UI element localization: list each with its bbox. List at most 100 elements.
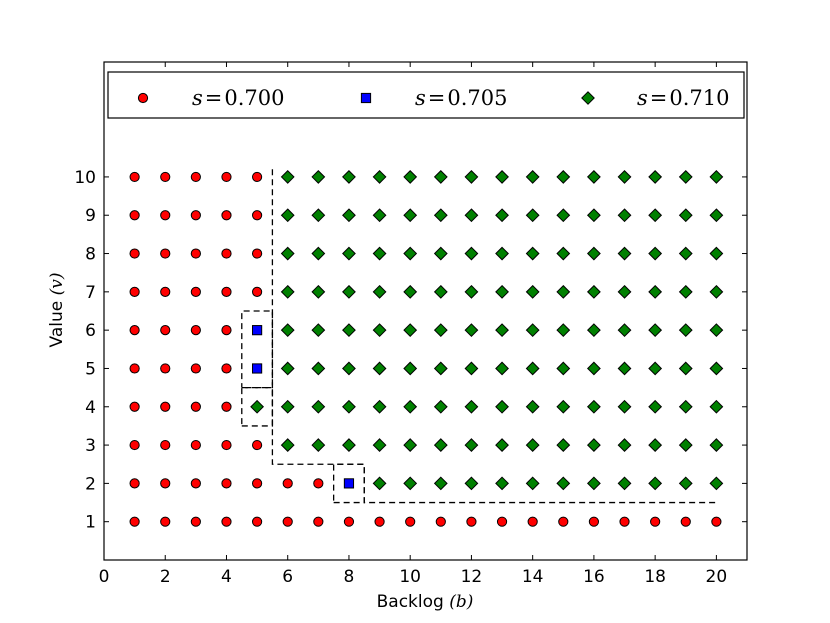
data-point-circle: [190, 401, 201, 412]
data-point-diamond: [495, 246, 509, 261]
data-point-diamond: [709, 399, 724, 414]
data-point-circle: [190, 363, 201, 374]
data-point-diamond: [525, 438, 540, 452]
data-point-diamond: [311, 399, 326, 414]
data-point-circle: [129, 516, 140, 527]
data-point-diamond: [495, 438, 509, 452]
data-point-circle: [129, 248, 140, 259]
data-point-diamond: [525, 399, 540, 414]
data-point-diamond: [617, 246, 632, 261]
data-point-diamond: [648, 476, 663, 491]
decision-boundaries: [241, 169, 717, 504]
data-point-diamond: [495, 323, 509, 338]
data-point-circle: [190, 325, 201, 336]
data-point-circle: [129, 210, 140, 221]
data-point-circle: [160, 478, 171, 489]
x-tick-label: 4: [221, 567, 232, 587]
data-point-circle: [160, 210, 171, 221]
y-tick-label: 5: [85, 359, 96, 379]
y-tick-label: 10: [74, 168, 96, 188]
y-tick-label: 4: [85, 398, 96, 418]
data-point-diamond: [342, 246, 356, 261]
data-point-diamond: [464, 170, 479, 184]
data-point-circle: [129, 363, 140, 374]
data-point-diamond: [311, 284, 326, 299]
data-point-diamond: [433, 208, 448, 223]
data-point-diamond: [280, 208, 295, 223]
data-point-circle: [588, 516, 600, 527]
data-point-diamond: [280, 438, 295, 452]
data-point-diamond: [372, 438, 387, 452]
data-point-diamond: [617, 476, 632, 491]
data-point-diamond: [372, 361, 387, 376]
data-point-circle: [251, 439, 263, 451]
data-markers: [129, 170, 724, 527]
data-point-diamond: [678, 361, 693, 376]
boundary-box-0705-lower: [332, 463, 365, 504]
data-point-circle: [221, 248, 232, 259]
data-point-circle: [160, 248, 171, 259]
data-point-diamond: [311, 246, 326, 261]
data-point-circle: [221, 286, 232, 297]
y-tick-label: 7: [85, 283, 96, 303]
data-point-circle: [650, 516, 661, 527]
data-point-diamond: [678, 284, 693, 299]
data-point-diamond: [709, 476, 724, 491]
data-point-diamond: [495, 208, 509, 223]
data-point-diamond: [372, 208, 387, 223]
data-point-diamond: [709, 208, 724, 223]
data-point-diamond: [433, 246, 448, 261]
x-tick-label: 18: [644, 567, 666, 587]
data-point-diamond: [678, 438, 693, 452]
data-point-circle: [282, 516, 293, 527]
data-point-diamond: [311, 438, 326, 452]
data-point-diamond: [403, 476, 418, 491]
data-point-diamond: [556, 246, 571, 261]
data-point-diamond: [403, 399, 418, 414]
data-point-diamond: [342, 361, 356, 376]
data-point-diamond: [648, 361, 663, 376]
data-point-diamond: [648, 246, 663, 261]
x-tick-label: 10: [399, 567, 421, 587]
data-point-diamond: [556, 284, 571, 299]
data-point-circle: [405, 516, 416, 527]
data-point-diamond: [678, 399, 693, 414]
data-point-circle: [251, 516, 263, 527]
data-point-diamond: [372, 246, 387, 261]
data-point-diamond: [433, 284, 448, 299]
data-point-circle: [496, 516, 508, 527]
plot-area: [103, 61, 748, 561]
data-point-diamond: [525, 361, 540, 376]
data-point-diamond: [525, 476, 540, 491]
y-tick-label: 8: [85, 245, 96, 265]
x-tick-label: 8: [344, 567, 355, 587]
data-point-diamond: [556, 208, 571, 223]
data-point-diamond: [678, 208, 693, 223]
data-point-diamond: [372, 399, 387, 414]
data-point-diamond: [495, 476, 509, 491]
data-point-diamond: [556, 399, 571, 414]
data-point-diamond: [403, 361, 418, 376]
data-point-diamond: [495, 170, 509, 184]
data-point-diamond: [709, 323, 724, 338]
data-point-diamond: [403, 438, 418, 452]
y-tick-label: 9: [85, 206, 96, 226]
y-tick-label: 6: [85, 321, 96, 341]
legend-entry: s=0.710: [637, 86, 730, 110]
data-point-diamond: [250, 399, 265, 414]
data-point-circle: [282, 478, 293, 489]
data-point-diamond: [372, 323, 387, 338]
data-point-diamond: [525, 208, 540, 223]
legend-marker-diamond: [581, 91, 595, 105]
data-point-square: [251, 325, 263, 336]
data-point-diamond: [556, 170, 571, 184]
data-point-diamond: [311, 323, 326, 338]
data-point-diamond: [678, 246, 693, 261]
data-point-diamond: [342, 323, 356, 338]
data-point-diamond: [556, 323, 571, 338]
data-point-diamond: [464, 438, 479, 452]
data-point-circle: [343, 516, 355, 527]
data-point-diamond: [709, 170, 724, 184]
data-point-circle: [313, 516, 324, 527]
